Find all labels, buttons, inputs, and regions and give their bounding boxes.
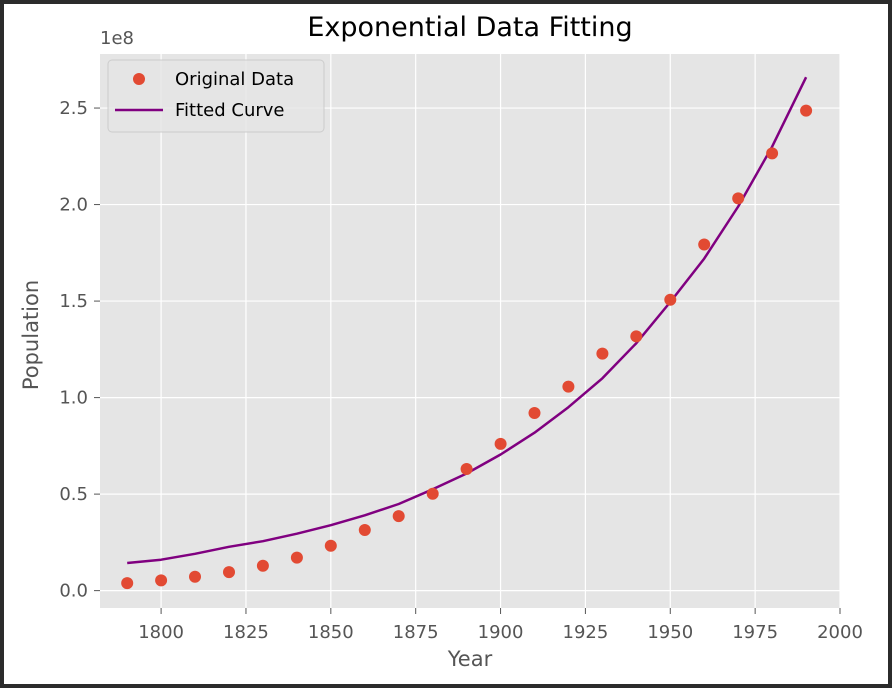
x-tick-label: 1875 — [393, 622, 439, 643]
x-tick-label: 1950 — [647, 622, 693, 643]
x-tick-label: 2000 — [817, 622, 863, 643]
data-point-1810 — [189, 570, 201, 583]
y-tick-label: 2.0 — [59, 195, 88, 216]
data-point-1980 — [766, 147, 779, 160]
data-point-1860 — [358, 524, 371, 536]
x-tick-label: 1850 — [308, 622, 354, 643]
data-point-1910 — [528, 407, 541, 419]
legend-label-original-data: Original Data — [175, 69, 294, 90]
grid-lines — [100, 54, 841, 608]
x-tick-label: 1825 — [223, 622, 269, 643]
x-axis-label: Year — [447, 647, 493, 671]
y-tick-label: 2.5 — [59, 98, 88, 119]
original-data-series — [121, 104, 813, 590]
data-point-1790 — [121, 577, 134, 590]
data-point-1940 — [630, 330, 643, 343]
data-point-1970 — [732, 192, 745, 205]
legend-marker-original-data — [133, 73, 145, 85]
y-axis-ticks: 0.0 0.5 1.0 1.5 2.0 2.5 — [59, 98, 100, 602]
y-offset-label: 1e8 — [100, 28, 134, 49]
data-point-1950 — [664, 293, 677, 306]
y-tick-label: 0.0 — [59, 581, 88, 602]
x-tick-label: 1800 — [138, 622, 184, 643]
legend-box — [107, 59, 325, 133]
data-point-1930 — [596, 347, 609, 360]
y-tick-label: 1.0 — [59, 388, 88, 409]
data-point-1900 — [494, 437, 507, 450]
legend-label-fitted-curve: Fitted Curve — [175, 100, 285, 121]
data-point-1880 — [426, 487, 439, 500]
x-tick-label: 1975 — [732, 622, 778, 643]
legend: Original Data Fitted Curve — [107, 59, 325, 133]
chart-title: Exponential Data Fitting — [307, 12, 632, 43]
chart-svg: Exponential Data Fitting 1800 1825 1850 187… — [19, 12, 863, 671]
x-axis-ticks: 1800 1825 1850 1875 1900 1925 1950 1975 2000 — [138, 608, 863, 643]
y-axis-label: Population — [19, 280, 43, 390]
y-tick-label: 0.5 — [59, 484, 88, 505]
data-point-1850 — [324, 539, 337, 552]
data-point-1800 — [155, 574, 168, 587]
data-point-1990 — [800, 104, 813, 117]
x-tick-label: 1900 — [478, 622, 524, 643]
y-tick-label: 1.5 — [59, 291, 88, 312]
data-point-1920 — [562, 380, 575, 393]
data-point-1840 — [290, 551, 303, 564]
data-point-1820 — [223, 566, 235, 579]
x-tick-label: 1925 — [563, 622, 609, 643]
data-point-1960 — [698, 238, 711, 251]
data-point-1890 — [460, 463, 473, 475]
chart-figure: Exponential Data Fitting 1800 1825 1850 187… — [4, 4, 888, 684]
data-point-1870 — [392, 510, 405, 523]
plot-area — [100, 54, 840, 608]
data-point-1830 — [256, 559, 269, 572]
